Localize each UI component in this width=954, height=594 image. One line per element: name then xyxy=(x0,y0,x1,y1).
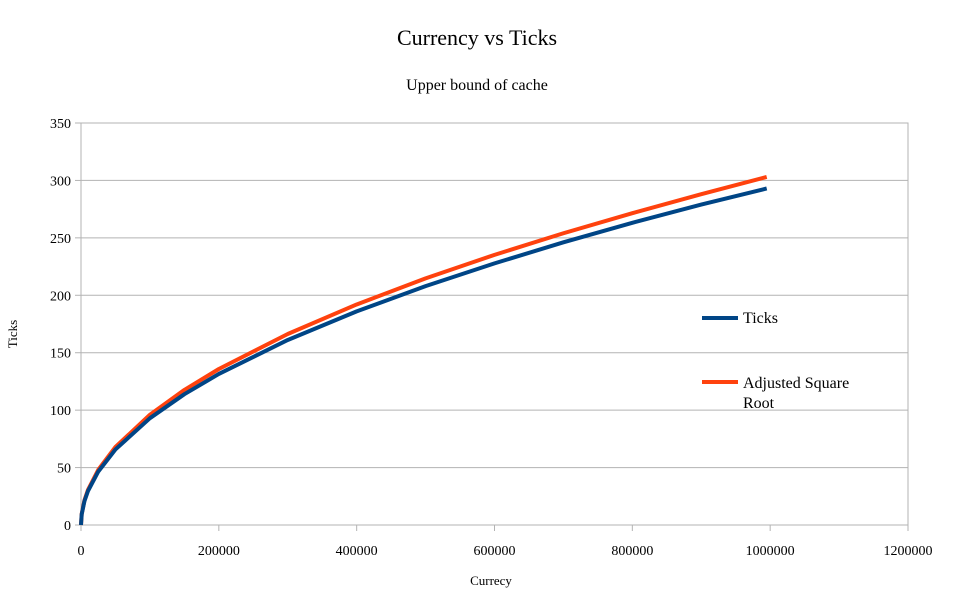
plot-area-border xyxy=(80,122,909,526)
series-line-adjusted-square-root xyxy=(79,175,768,526)
legend-label-adjusted-square-root: Adjusted Square Root xyxy=(743,375,853,412)
series xyxy=(79,175,768,526)
y-axis-label: Ticks xyxy=(5,320,20,348)
y-tick-label: 150 xyxy=(50,347,71,362)
legend-label-ticks: Ticks xyxy=(743,310,778,327)
y-tick-label: 250 xyxy=(50,232,71,247)
x-tick-label: 400000 xyxy=(336,544,378,559)
x-tick-label: 1000000 xyxy=(746,544,795,559)
x-tick-label: 1200000 xyxy=(884,544,933,559)
y-tick-label: 350 xyxy=(50,117,71,132)
chart-title: Currency vs Ticks xyxy=(397,25,557,50)
x-tick-label: 0 xyxy=(78,544,85,559)
x-axis-ticks: 0 200000 400000 600000 800000 1000000 1200000 xyxy=(78,525,933,559)
chart-subtitle: Upper bound of cache xyxy=(406,77,548,94)
x-tick-label: 800000 xyxy=(611,544,653,559)
legend: Ticks Adjusted Square Root xyxy=(702,310,853,412)
y-axis-ticks: 0 50 100 150 200 250 300 350 xyxy=(50,117,81,534)
x-axis-label: Currecy xyxy=(470,573,512,588)
x-tick-label: 200000 xyxy=(198,544,240,559)
y-tick-label: 100 xyxy=(50,404,71,419)
y-tick-label: 200 xyxy=(50,289,71,304)
series-line-ticks xyxy=(79,186,768,526)
y-tick-label: 50 xyxy=(57,462,71,477)
grid xyxy=(81,179,908,469)
y-tick-label: 300 xyxy=(50,174,71,189)
y-tick-label: 0 xyxy=(64,519,71,534)
x-tick-label: 600000 xyxy=(474,544,516,559)
